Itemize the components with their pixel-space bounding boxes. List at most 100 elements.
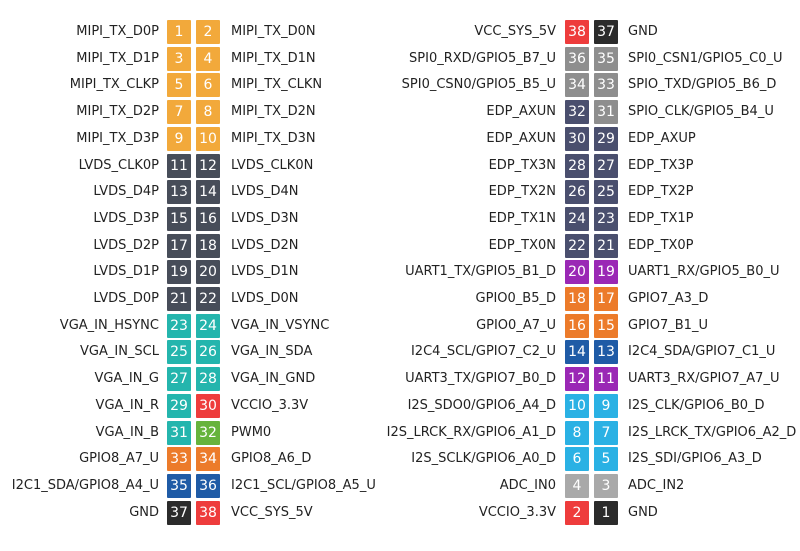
pin-row: VGA_IN_SCL 25 26 VGA_IN_SDA xyxy=(0,340,800,367)
pin-number-left: 18 xyxy=(565,287,589,311)
pin-row: I2S_SDO0/GPIO6_A4_D 10 9 I2S_CLK/GPIO6_B0_D xyxy=(0,393,800,421)
pin-label-left: I2S_SDO0/GPIO6_A4_D xyxy=(407,397,556,413)
pin-label-right: EDP_TX0P xyxy=(628,237,694,253)
pin-label-left: GPIO0_A7_U xyxy=(476,317,556,333)
pin-number-right: 26 xyxy=(196,340,220,365)
pin-row: GPIO0_B5_D 18 17 GPIO7_A3_D xyxy=(0,287,800,314)
pin-number-left: 1 xyxy=(167,20,191,44)
pin-number-right: 9 xyxy=(594,393,618,418)
pin-number-left: 16 xyxy=(565,313,589,338)
pin-label-right: GPIO7_B1_U xyxy=(628,317,708,333)
pin-label-left: GPIO8_A7_U xyxy=(79,451,159,467)
pin-row: VGA_IN_B 31 32 PWM0 xyxy=(0,420,800,448)
pin-number-right: 36 xyxy=(196,473,220,498)
pin-label-right: VGA_IN_GND xyxy=(231,371,316,387)
pin-label-left: SPI0_CSN0/GPIO5_B5_U xyxy=(401,77,556,93)
pin-label-right: I2C4_SDA/GPIO7_C1_U xyxy=(628,344,776,360)
pin-row: ADC_IN0 4 3 ADC_IN2 xyxy=(0,473,800,501)
pin-label-left: MIPI_TX_D1P xyxy=(76,50,159,66)
pin-label-right: VCC_SYS_5V xyxy=(231,504,313,520)
pin-label-right: EDP_TX2P xyxy=(628,184,694,200)
pin-number-left: 7 xyxy=(167,100,191,125)
pin-label-left: LVDS_D0P xyxy=(93,291,159,306)
pin-number-right: 5 xyxy=(594,447,618,472)
pin-number-left: 5 xyxy=(167,73,191,98)
pin-label-right: LVDS_D2N xyxy=(231,237,299,253)
pin-label-right: GPIO8_A6_D xyxy=(231,451,312,467)
pin-label-left: VGA_IN_SCL xyxy=(80,344,159,360)
pin-label-left: EDP_TX0N xyxy=(488,237,556,253)
pin-row: LVDS_D3P 15 16 LVDS_D3N xyxy=(0,206,800,234)
pin-number-left: 34 xyxy=(565,73,589,98)
pin-label-right: GND xyxy=(628,24,658,39)
pin-number-right: 17 xyxy=(594,287,618,311)
pin-label-left: EDP_AXUN xyxy=(486,104,556,120)
pin-row: EDP_AXUN 30 29 EDP_AXUP xyxy=(0,126,800,154)
pin-row: I2S_SCLK/GPIO6_A0_D 6 5 I2S_SDI/GPIO6_A3_D xyxy=(0,447,800,474)
pin-row: GPIO8_A7_U 33 34 GPIO8_A6_D xyxy=(0,447,800,474)
pin-label-right: EDP_AXUP xyxy=(628,130,696,146)
pin-label-right: EDP_TX3P xyxy=(628,157,694,173)
pin-label-left: LVDS_D2P xyxy=(93,237,159,253)
pin-label-right: MIPI_TX_D0N xyxy=(231,24,316,39)
pin-row: LVDS_D1P 19 20 LVDS_D1N xyxy=(0,260,800,287)
pin-number-left: 4 xyxy=(565,473,589,498)
pin-label-right: MIPI_TX_D1N xyxy=(231,50,316,66)
pin-number-right: 32 xyxy=(196,420,220,445)
pin-label-left: VGA_IN_G xyxy=(94,371,160,387)
pin-number-left: 19 xyxy=(167,260,191,285)
pin-row: EDP_TX3N 28 27 EDP_TX3P xyxy=(0,153,800,181)
pin-label-right: I2S_LRCK_TX/GPIO6_A2_D xyxy=(628,424,797,440)
pin-label-left: EDP_TX3N xyxy=(488,157,556,173)
pin-label-left: I2C4_SCL/GPIO7_C2_U xyxy=(410,344,556,360)
pin-row: EDP_TX1N 24 23 EDP_TX1P xyxy=(0,206,800,234)
pin-label-left: ADC_IN0 xyxy=(499,477,556,493)
pin-number-left: 33 xyxy=(167,447,191,472)
pin-number-left: 8 xyxy=(565,420,589,445)
pin-number-left: 28 xyxy=(565,153,589,178)
pin-number-left: 6 xyxy=(565,447,589,472)
pin-label-left: I2C1_SDA/GPIO8_A4_U xyxy=(11,477,159,493)
pin-number-left: 36 xyxy=(565,46,589,71)
pin-number-left: 21 xyxy=(167,287,191,311)
pin-label-left: I2S_LRCK_RX/GPIO6_A1_D xyxy=(386,424,556,440)
pin-row: MIPI_TX_D2P 7 8 MIPI_TX_D2N xyxy=(0,100,800,127)
pin-label-left: EDP_AXUN xyxy=(486,130,556,146)
pin-number-right: 34 xyxy=(196,447,220,472)
pin-label-left: LVDS_D4P xyxy=(93,184,159,200)
pin-label-right: VGA_IN_VSYNC xyxy=(231,317,330,333)
pin-row: LVDS_D0P 21 22 LVDS_D0N xyxy=(0,287,800,314)
pin-number-right: 23 xyxy=(594,206,618,231)
pin-number-right: 4 xyxy=(196,46,220,71)
pin-label-right: EDP_TX1P xyxy=(628,210,694,226)
pin-number-right: 25 xyxy=(594,180,618,205)
pin-number-right: 12 xyxy=(196,153,220,178)
pin-label-right: ADC_IN2 xyxy=(628,477,685,493)
pin-row: MIPI_TX_D1P 3 4 MIPI_TX_D1N xyxy=(0,46,800,74)
pin-row: MIPI_TX_CLKP 5 6 MIPI_TX_CLKN xyxy=(0,73,800,100)
pin-number-right: 38 xyxy=(196,500,220,525)
pin-label-right: I2S_SDI/GPIO6_A3_D xyxy=(628,451,762,467)
pin-label-right: SPIO_CLK/GPIO5_B4_U xyxy=(628,104,774,120)
pin-row: SPI0_CSN0/GPIO5_B5_U 34 33 SPIO_TXD/GPIO5_B… xyxy=(0,73,800,100)
pin-number-right: 21 xyxy=(594,233,618,258)
pin-number-right: 13 xyxy=(594,340,618,365)
pin-number-right: 35 xyxy=(594,46,618,71)
pin-number-right: 8 xyxy=(196,100,220,125)
pin-number-left: 27 xyxy=(167,367,191,392)
pin-number-right: 14 xyxy=(196,180,220,205)
pin-label-right: LVDS_D3N xyxy=(231,210,299,226)
pin-row: I2S_LRCK_RX/GPIO6_A1_D 8 7 I2S_LRCK_TX/GPIO… xyxy=(0,420,800,448)
pin-label-left: VGA_IN_R xyxy=(95,397,159,413)
pin-row: EDP_TX0N 22 21 EDP_TX0P xyxy=(0,233,800,261)
pin-number-right: 3 xyxy=(594,473,618,498)
pin-label-left: GPIO0_B5_D xyxy=(475,291,556,306)
pin-label-left: VGA_IN_B xyxy=(95,424,159,440)
pin-number-right: 22 xyxy=(196,287,220,311)
pin-number-left: 24 xyxy=(565,206,589,231)
pin-number-right: 19 xyxy=(594,260,618,285)
pin-number-left: 3 xyxy=(167,46,191,71)
pin-number-right: 28 xyxy=(196,367,220,392)
pin-label-left: MIPI_TX_D0P xyxy=(76,24,159,39)
